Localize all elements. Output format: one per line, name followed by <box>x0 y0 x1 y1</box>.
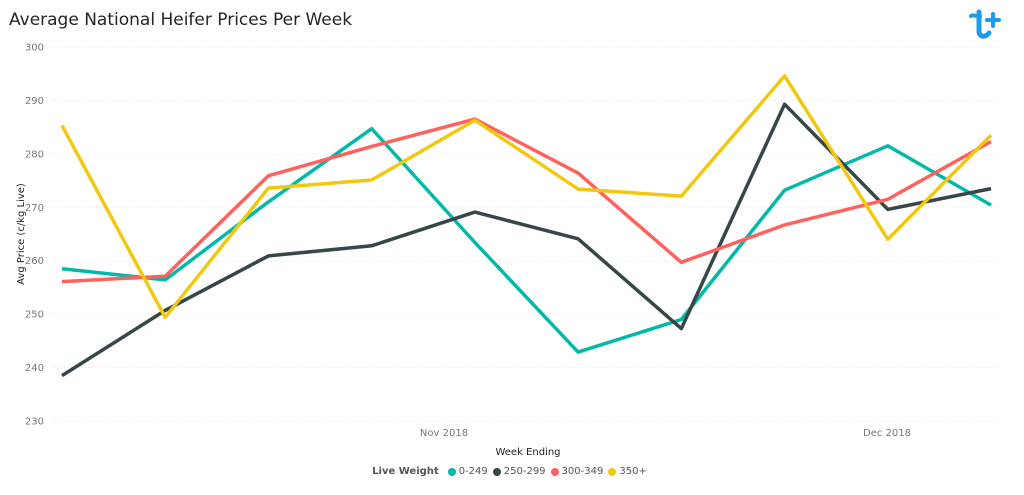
y-tick-label: 230 <box>25 417 44 428</box>
y-tick-label: 270 <box>25 203 44 214</box>
legend-item-350+[interactable]: 350+ <box>608 466 647 477</box>
gridlines <box>52 46 1000 422</box>
y-tick-label: 260 <box>25 256 44 267</box>
y-tick-label: 240 <box>25 363 44 374</box>
series-lines <box>60 74 993 378</box>
legend-label: 300-349 <box>561 466 604 477</box>
y-axis-title: Avg Price (c/kg Live) <box>16 183 27 285</box>
y-tick-label: 290 <box>25 96 44 107</box>
legend-label: 350+ <box>619 466 647 477</box>
legend-marker <box>608 467 617 476</box>
legend-label: 0-249 <box>458 466 488 477</box>
chart-title: Average National Heifer Prices Per Week <box>9 10 353 30</box>
legend-title: Live Weight <box>372 466 439 477</box>
legend-marker <box>447 467 456 476</box>
x-axis-ticks: Nov 2018 Dec 2018 <box>420 428 911 439</box>
y-tick-label: 250 <box>25 310 44 321</box>
series-line-300-349[interactable] <box>61 117 992 284</box>
legend-item-250-299[interactable]: 250-299 <box>492 466 546 477</box>
legend-item-300-349[interactable]: 300-349 <box>550 466 604 477</box>
brand-logo-icon <box>965 9 1001 41</box>
legend-marker <box>550 467 559 476</box>
series-line-0-249[interactable] <box>61 126 992 354</box>
x-tick-label: Nov 2018 <box>420 428 468 439</box>
legend-marker <box>492 467 501 476</box>
legend-label: 250-299 <box>503 466 546 477</box>
series-line-350+[interactable] <box>60 74 993 320</box>
legend: Live Weight 0-249 250-299 300-349 350+ <box>0 466 1024 477</box>
x-axis-title: Week Ending <box>495 447 560 458</box>
legend-item-0-249[interactable]: 0-249 <box>447 466 488 477</box>
x-tick-label: Dec 2018 <box>863 428 911 439</box>
y-tick-label: 280 <box>25 149 44 160</box>
y-axis-ticks: 230 240 250 260 270 280 290 300 <box>25 43 44 428</box>
y-tick-label: 300 <box>25 43 44 54</box>
